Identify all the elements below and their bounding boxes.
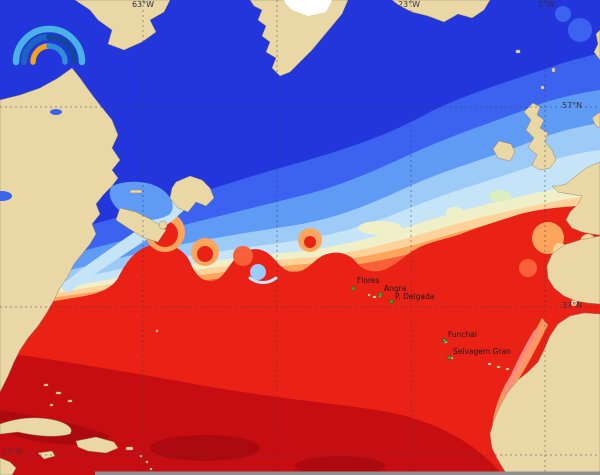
rainbow-arcs-logo-icon xyxy=(12,25,86,66)
place-label: Flores xyxy=(357,276,380,285)
parallel-label-17n: 17°N xyxy=(2,447,23,456)
place-marker-icon xyxy=(390,300,393,303)
place-marker-icon xyxy=(352,287,355,290)
parallel-label-57n: 57°N xyxy=(562,101,583,110)
place-label: Angra xyxy=(384,284,407,293)
place-marker-icon xyxy=(448,356,451,359)
place-marker-icon xyxy=(443,339,446,342)
meridian-label-23w: 23°W xyxy=(397,0,421,9)
meridian-label-3w: 3°W xyxy=(537,0,555,9)
place-marker-icon xyxy=(379,293,382,296)
parallel-label-37n: 37°N xyxy=(562,301,583,310)
place-label: Funchal xyxy=(448,330,477,339)
place-label: Selvagem Gran xyxy=(453,347,511,356)
meridian-label-63w: 63°W xyxy=(131,0,155,9)
bottom-border-bar xyxy=(95,471,600,475)
place-label: P. Delgada xyxy=(395,292,435,301)
